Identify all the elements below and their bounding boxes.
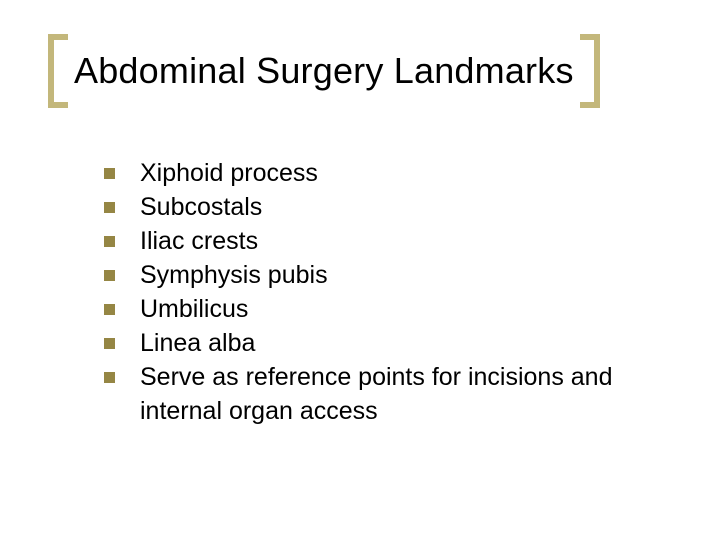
list-item: Iliac crests	[104, 224, 672, 258]
list-item: Symphysis pubis	[104, 258, 672, 292]
list-item-label: Subcostals	[140, 193, 262, 221]
list-item: Xiphoid process	[104, 156, 672, 190]
left-bracket-icon	[48, 34, 70, 108]
bullet-list: Xiphoid process Subcostals Iliac crests …	[104, 156, 672, 428]
page-title: Abdominal Surgery Landmarks	[70, 50, 578, 92]
list-item: Linea alba	[104, 326, 672, 360]
list-item-label: Xiphoid process	[140, 159, 318, 187]
list-item: Umbilicus	[104, 292, 672, 326]
list-item-label: Serve as reference points for incisions …	[140, 363, 612, 425]
title-row: Abdominal Surgery Landmarks	[48, 34, 672, 108]
list-item: Subcostals	[104, 190, 672, 224]
list-item-label: Symphysis pubis	[140, 261, 328, 289]
right-bracket-icon	[578, 34, 600, 108]
list-item-label: Iliac crests	[140, 227, 258, 255]
list-item-label: Linea alba	[140, 329, 255, 357]
slide: Abdominal Surgery Landmarks Xiphoid proc…	[0, 0, 720, 540]
list-item-label: Umbilicus	[140, 295, 248, 323]
list-item: Serve as reference points for incisions …	[104, 360, 672, 428]
